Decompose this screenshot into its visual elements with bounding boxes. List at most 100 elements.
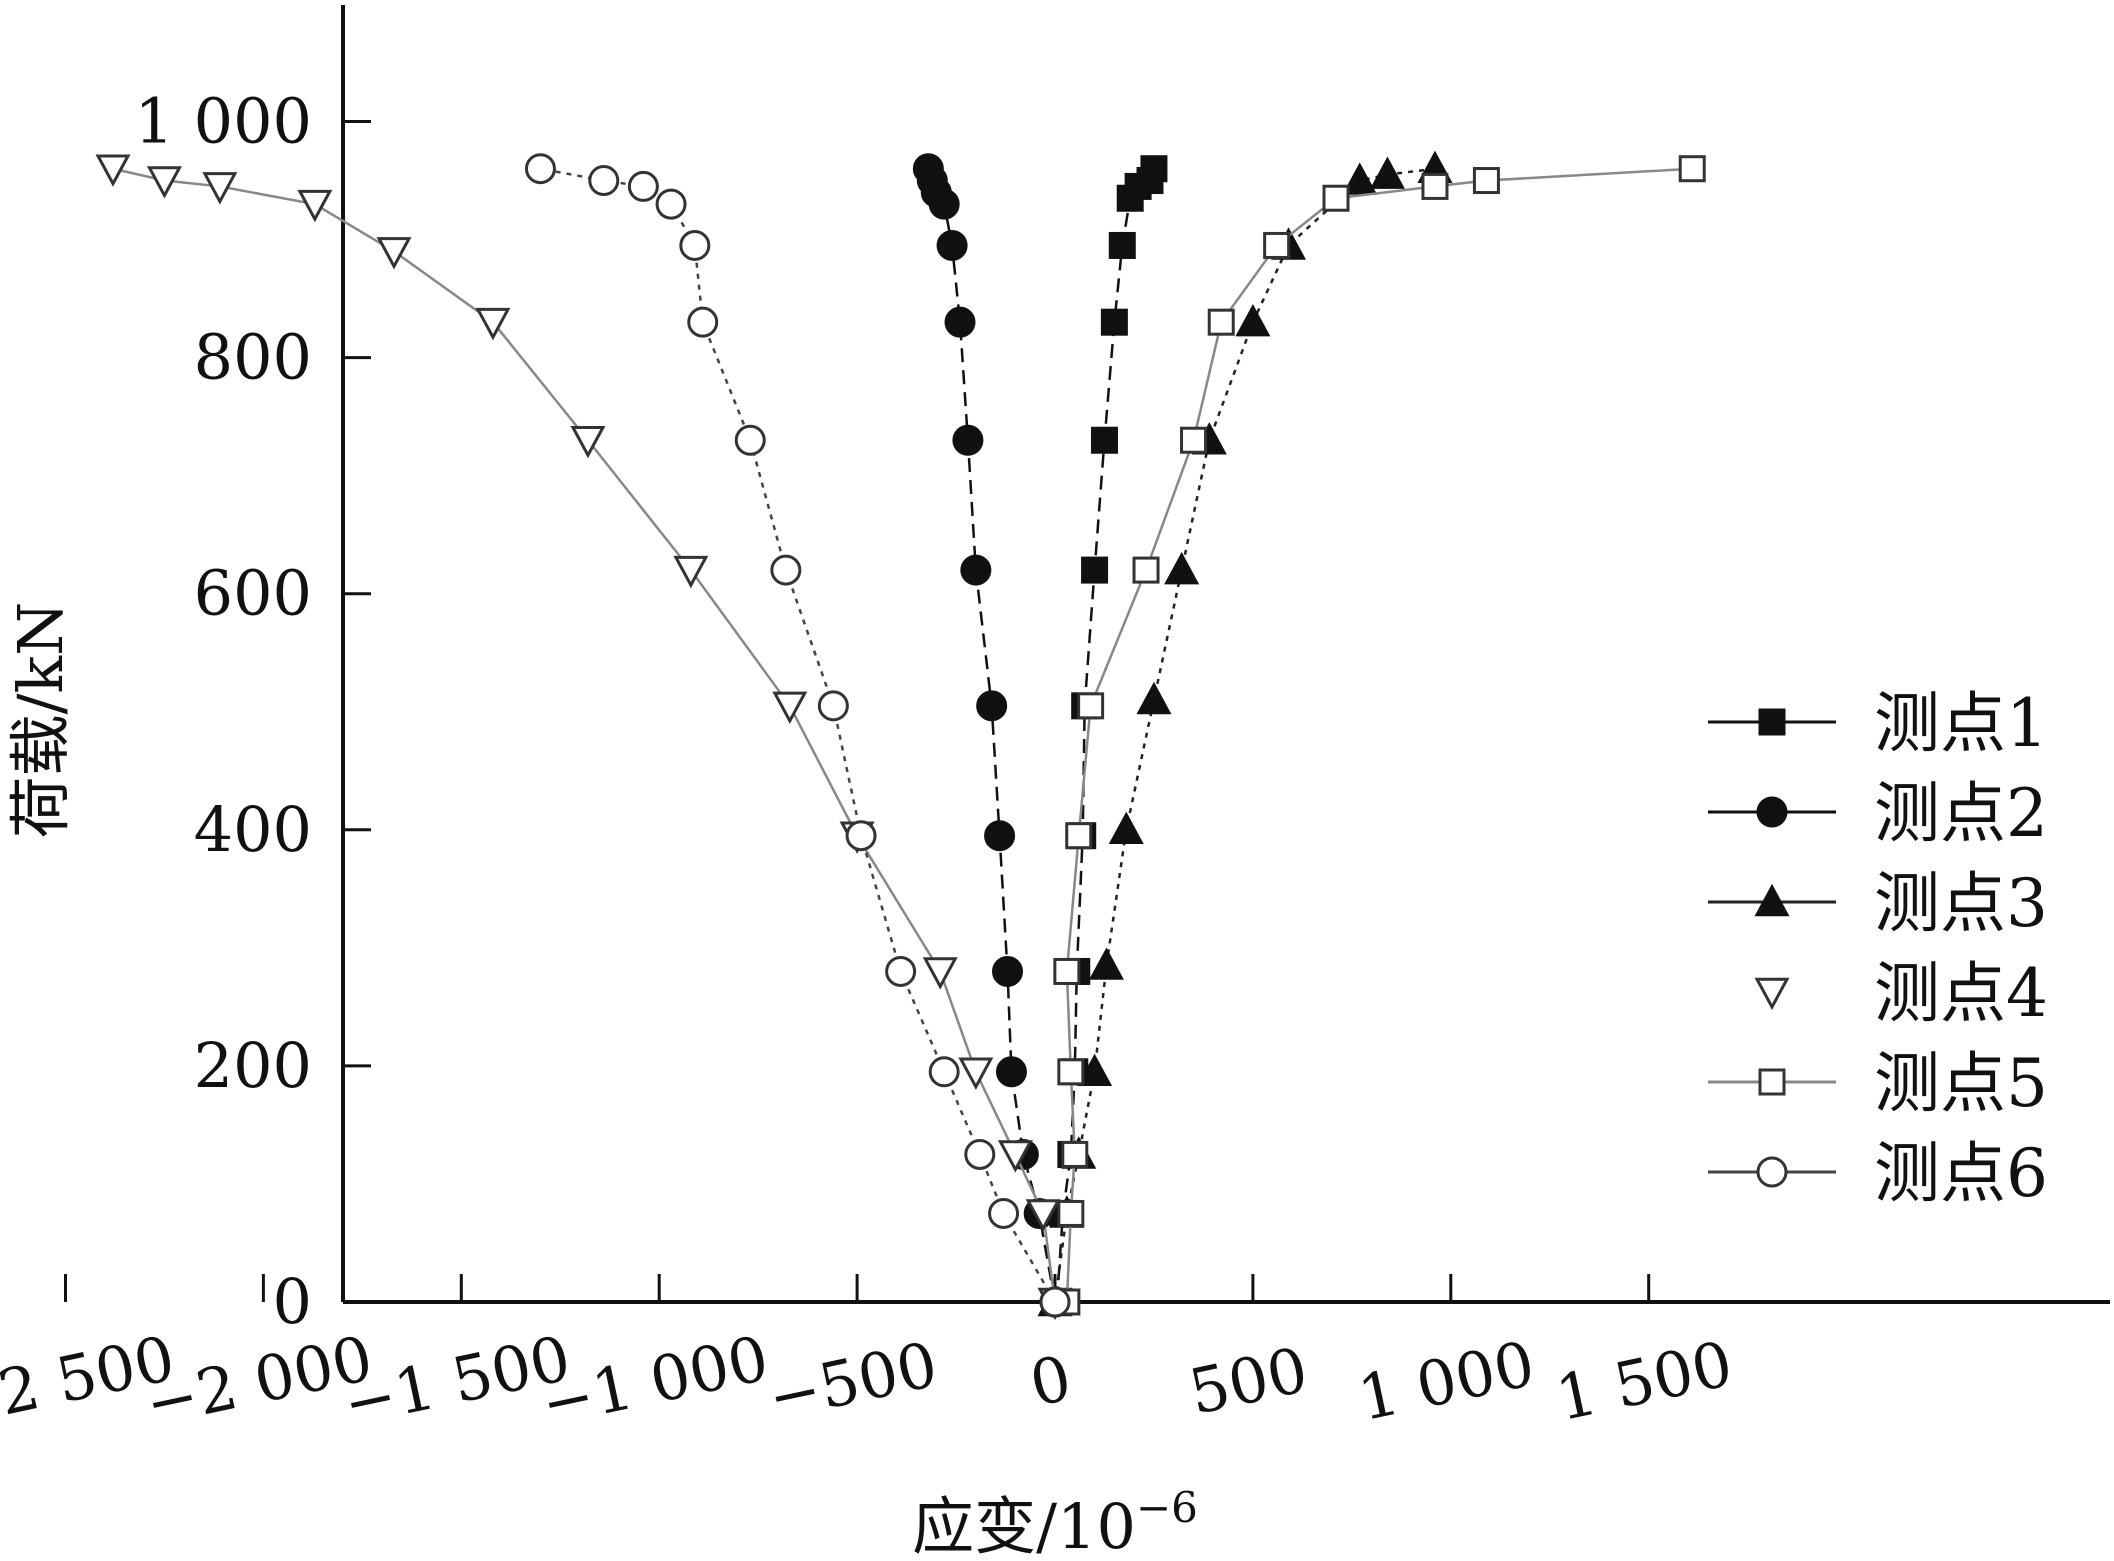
series-line <box>927 168 1057 1303</box>
data-point <box>958 1057 994 1090</box>
data-point <box>885 955 917 987</box>
x-tick-label: 1 500 <box>1550 1327 1739 1435</box>
data-point <box>655 188 687 220</box>
series-测点6 <box>524 153 1071 1318</box>
data-point <box>1077 692 1105 720</box>
series-测点1 <box>1043 155 1168 1316</box>
y-axis-title: 荷载/kN <box>4 602 77 839</box>
data-point <box>984 820 1016 852</box>
data-point <box>570 425 606 459</box>
data-point <box>960 554 992 586</box>
series-测点2 <box>912 153 1071 1318</box>
series-line <box>1055 168 1156 1303</box>
data-point <box>1164 551 1200 585</box>
series-line <box>1053 167 1436 1303</box>
legend: 测点1 测点2 测点3 测点4 测点5 测点6 <box>1708 685 2048 1212</box>
data-point <box>627 170 659 202</box>
data-point <box>1754 977 1790 1011</box>
data-point <box>997 1140 1033 1173</box>
data-point <box>1065 822 1093 850</box>
axes <box>341 5 2110 1304</box>
x-tick-label: 1 000 <box>1352 1327 1541 1435</box>
data-point <box>1758 1068 1786 1096</box>
series-测点5 <box>1053 155 1706 1316</box>
data-point <box>1108 811 1144 845</box>
series-测点4 <box>95 154 1073 1321</box>
x-tick-label: −1 000 <box>535 1321 775 1440</box>
data-point <box>1132 556 1160 584</box>
data-point <box>1180 426 1208 454</box>
legend-item: 测点3 <box>1708 865 2048 942</box>
data-point <box>944 306 976 338</box>
data-point <box>1077 1053 1113 1087</box>
legend-label: 测点4 <box>1874 955 2048 1032</box>
data-point <box>936 229 968 261</box>
data-point <box>1090 426 1118 454</box>
legend-label: 测点2 <box>1874 775 2048 852</box>
data-point <box>146 166 182 199</box>
y-tick-label: 800 <box>194 321 312 394</box>
data-point <box>673 555 709 589</box>
data-point <box>687 306 719 338</box>
data-point <box>679 229 711 261</box>
data-point <box>1369 156 1405 189</box>
legend-item: 测点2 <box>1708 775 2048 852</box>
data-point <box>1088 947 1124 980</box>
data-point <box>912 153 944 185</box>
data-point <box>976 690 1008 722</box>
y-tick-label: 1 000 <box>135 85 313 158</box>
data-point <box>1235 304 1271 337</box>
data-point <box>928 1056 960 1088</box>
legend-item: 测点5 <box>1708 1045 2048 1122</box>
data-point <box>1057 1199 1085 1227</box>
x-tick-label: 0 <box>1024 1341 1078 1421</box>
data-point <box>1472 167 1500 195</box>
data-point <box>1136 681 1172 715</box>
data-point <box>1039 1286 1071 1318</box>
legend-label: 测点5 <box>1874 1045 2048 1122</box>
data-point <box>922 957 958 990</box>
data-point <box>734 424 766 456</box>
data-point <box>1342 162 1378 195</box>
data-point <box>297 189 333 223</box>
data-point <box>1756 796 1788 828</box>
legend-label: 测点1 <box>1874 685 2048 762</box>
data-point <box>1322 184 1350 212</box>
x-axis-title: 应变/10−6 <box>912 1483 1198 1561</box>
data-point <box>1758 708 1786 736</box>
data-point <box>1108 231 1136 259</box>
x-ticks: −2 500−2 000−1 500−1 000−500 0 500 1 000 1 5… <box>0 1274 1739 1441</box>
data-point <box>964 1138 996 1170</box>
data-point <box>95 154 131 187</box>
series-layer <box>95 150 1706 1321</box>
legend-item: 测点1 <box>1708 685 2048 762</box>
data-point <box>1207 308 1235 336</box>
data-point <box>1081 556 1109 584</box>
legend-label: 测点3 <box>1874 865 2048 942</box>
y-ticks: 0 200 400 600 800 1 000 <box>135 85 371 1338</box>
legend-label: 测点6 <box>1874 1135 2048 1212</box>
data-point <box>988 1197 1020 1229</box>
data-point <box>588 165 620 197</box>
data-point <box>524 153 556 185</box>
x-axis-title-exponent: −6 <box>1136 1483 1198 1532</box>
data-point <box>1100 308 1128 336</box>
data-point <box>475 307 511 341</box>
data-point <box>772 691 808 725</box>
series-line <box>1065 167 1693 1303</box>
data-point <box>992 955 1024 987</box>
data-point <box>952 424 984 456</box>
data-point <box>1140 155 1168 183</box>
data-point <box>817 690 849 722</box>
data-point <box>770 554 802 586</box>
data-point <box>1754 883 1790 917</box>
data-point <box>1057 1058 1085 1086</box>
data-point <box>1061 1140 1089 1168</box>
legend-item: 测点6 <box>1708 1135 2048 1212</box>
data-point <box>1263 231 1291 259</box>
y-tick-label: 400 <box>194 793 312 866</box>
y-tick-label: 600 <box>194 557 312 630</box>
data-point <box>1053 957 1081 985</box>
data-point <box>376 237 412 270</box>
